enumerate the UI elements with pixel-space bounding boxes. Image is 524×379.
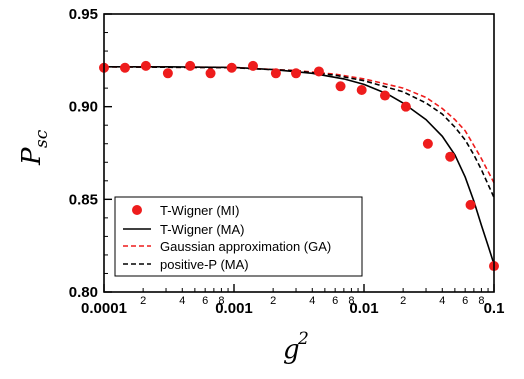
- data-point-t-wigner-mi: [380, 91, 390, 101]
- x-tick-label: 0.0001: [81, 300, 127, 317]
- y-axis-title: P sc: [17, 129, 52, 166]
- data-point-t-wigner-mi: [248, 61, 258, 71]
- legend-label-positive-p: positive-P (MA): [160, 257, 249, 272]
- legend: T-Wigner (MI) T-Wigner (MA) Gaussian app…: [115, 197, 362, 276]
- x-axis-title: g 2: [283, 329, 309, 365]
- x-minor-tick-label: 6: [202, 295, 208, 307]
- x-minor-tick-label: 6: [462, 295, 468, 307]
- y-tick-label: 0.90: [69, 99, 98, 116]
- x-minor-tick-label: 4: [309, 295, 315, 307]
- data-point-t-wigner-mi: [206, 68, 216, 78]
- data-point-t-wigner-mi: [357, 85, 367, 95]
- data-point-t-wigner-mi: [271, 68, 281, 78]
- legend-label-gaussian-ga: Gaussian approximation (GA): [160, 239, 331, 254]
- legend-marker-t-wigner-mi: [132, 205, 142, 215]
- y-tick-label: 0.80: [69, 284, 98, 301]
- x-minor-tick-label: 4: [179, 295, 185, 307]
- legend-label-t-wigner-ma: T-Wigner (MA): [160, 222, 245, 237]
- y-tick-label: 0.95: [69, 6, 98, 23]
- data-point-t-wigner-mi: [466, 200, 476, 210]
- data-point-t-wigner-mi: [163, 68, 173, 78]
- x-minor-tick-label: 2: [400, 295, 406, 307]
- y-tick-label: 0.85: [69, 191, 98, 208]
- x-minor-tick-label: 8: [348, 295, 354, 307]
- legend-label-t-wigner-mi: T-Wigner (MI): [160, 203, 239, 218]
- x-axis-label-superscript: 2: [297, 329, 309, 349]
- data-point-t-wigner-mi: [291, 68, 301, 78]
- x-minor-tick-label: 2: [140, 295, 146, 307]
- data-point-t-wigner-mi: [141, 61, 151, 71]
- data-point-t-wigner-mi: [336, 81, 346, 91]
- data-point-t-wigner-mi: [445, 152, 455, 162]
- series-line-3: [104, 67, 494, 198]
- y-axis-label: P: [17, 147, 47, 166]
- y-axis-label-subscript: sc: [32, 129, 52, 148]
- x-minor-tick-label: 2: [270, 295, 276, 307]
- data-point-t-wigner-mi: [120, 63, 130, 73]
- data-point-t-wigner-mi: [185, 61, 195, 71]
- x-minor-tick-label: 8: [478, 295, 484, 307]
- data-point-t-wigner-mi: [401, 102, 411, 112]
- data-point-t-wigner-mi: [423, 139, 433, 149]
- x-minor-tick-label: 8: [218, 295, 224, 307]
- data-point-t-wigner-mi: [314, 66, 324, 76]
- data-point-t-wigner-mi: [227, 63, 237, 73]
- x-tick-label: 0.1: [484, 300, 505, 317]
- series-line-2: [104, 67, 494, 183]
- x-minor-tick-label: 6: [332, 295, 338, 307]
- x-minor-tick-label: 4: [439, 295, 445, 307]
